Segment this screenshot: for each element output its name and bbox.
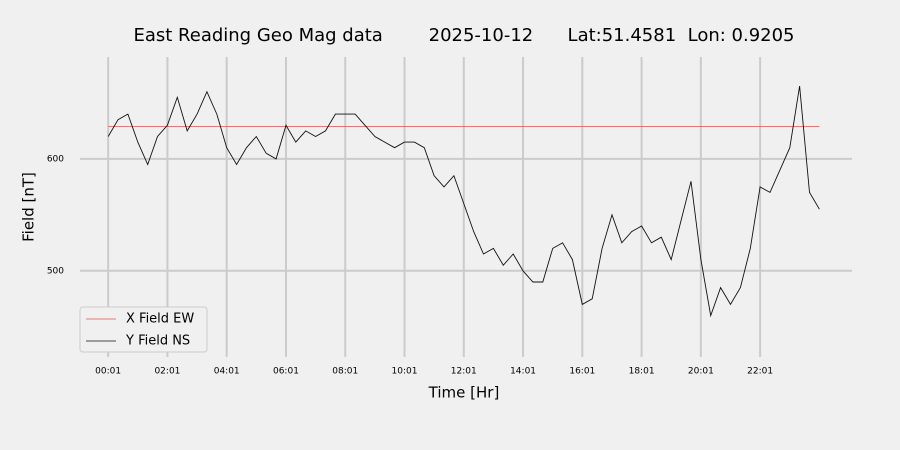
x-tick-label: 08:01	[332, 367, 358, 377]
x-tick-label: 18:01	[629, 367, 655, 377]
x-tick-label: 06:01	[273, 367, 299, 377]
y-tick-label: 600	[47, 154, 64, 164]
x-axis-label: Time [Hr]	[428, 384, 500, 402]
y-axis-label: Field [nT]	[20, 172, 38, 242]
x-tick-label: 16:01	[569, 367, 595, 377]
series-line	[107, 86, 820, 318]
legend-label: X Field EW	[126, 312, 194, 327]
x-tick-label: 14:01	[510, 367, 536, 377]
x-tick-label: 00:01	[95, 367, 121, 377]
x-tick-label: 12:01	[451, 367, 477, 377]
x-tick-label: 22:01	[747, 367, 773, 377]
x-tick-label: 04:01	[214, 367, 240, 377]
y-tick-label: 500	[47, 266, 64, 276]
x-tick-label: 10:01	[392, 367, 418, 377]
chart-title: East Reading Geo Mag data 2025-10-12 Lat…	[133, 25, 794, 46]
legend-label: Y Field NS	[125, 334, 190, 349]
x-tick-label: 02:01	[154, 367, 180, 377]
x-tick-label: 20:01	[688, 367, 714, 377]
